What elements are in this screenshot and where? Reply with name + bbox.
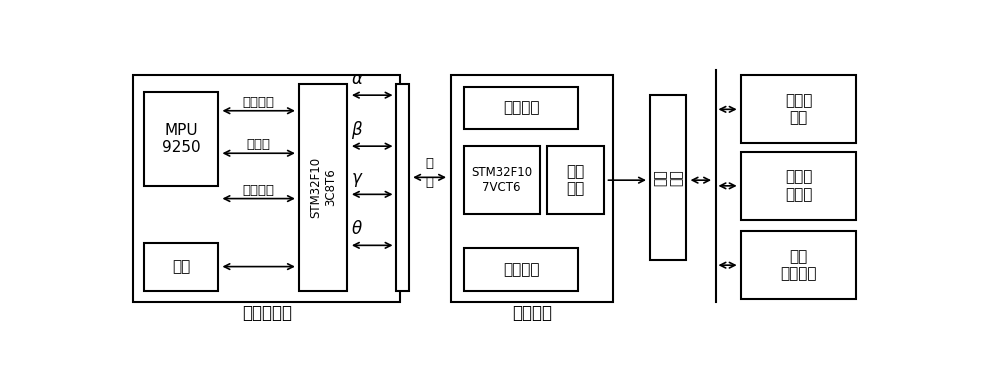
Text: 电源: 电源: [172, 259, 190, 274]
Text: 协议转换: 协议转换: [503, 100, 539, 116]
FancyBboxPatch shape: [464, 87, 578, 129]
Text: 数据网
关机: 数据网 关机: [785, 93, 812, 125]
Text: 智能
防误主机: 智能 防误主机: [780, 249, 817, 282]
Text: 状态判别: 状态判别: [503, 262, 539, 277]
Text: β: β: [351, 121, 362, 139]
Text: 接点
开出: 接点 开出: [567, 164, 585, 197]
FancyBboxPatch shape: [299, 84, 347, 291]
Text: MPU
9250: MPU 9250: [162, 123, 200, 155]
FancyBboxPatch shape: [464, 146, 540, 214]
Text: α: α: [351, 70, 362, 88]
FancyBboxPatch shape: [741, 75, 856, 144]
Text: 接收装置: 接收装置: [512, 304, 552, 322]
FancyBboxPatch shape: [144, 92, 218, 186]
FancyBboxPatch shape: [464, 248, 578, 291]
Text: 传: 传: [426, 157, 434, 170]
Text: γ: γ: [351, 169, 361, 187]
Text: STM32F10
7VCT6: STM32F10 7VCT6: [471, 166, 532, 194]
Text: 角加速度: 角加速度: [242, 96, 274, 109]
Text: 磁场强度: 磁场强度: [242, 184, 274, 197]
Text: 一键顺
控主机: 一键顺 控主机: [785, 170, 812, 202]
Text: 输: 输: [426, 176, 434, 189]
FancyBboxPatch shape: [741, 152, 856, 220]
Text: 姿态传感器: 姿态传感器: [242, 304, 292, 322]
FancyBboxPatch shape: [133, 75, 400, 302]
FancyBboxPatch shape: [547, 146, 604, 214]
Text: θ: θ: [351, 220, 361, 238]
FancyBboxPatch shape: [144, 243, 218, 291]
FancyBboxPatch shape: [741, 231, 856, 299]
Text: 公共
测控: 公共 测控: [653, 169, 683, 186]
FancyBboxPatch shape: [396, 84, 409, 291]
Text: 加速度: 加速度: [246, 138, 270, 151]
FancyBboxPatch shape: [650, 95, 686, 259]
FancyBboxPatch shape: [450, 75, 613, 302]
Text: STM32F10
3C8T6: STM32F10 3C8T6: [309, 157, 337, 218]
